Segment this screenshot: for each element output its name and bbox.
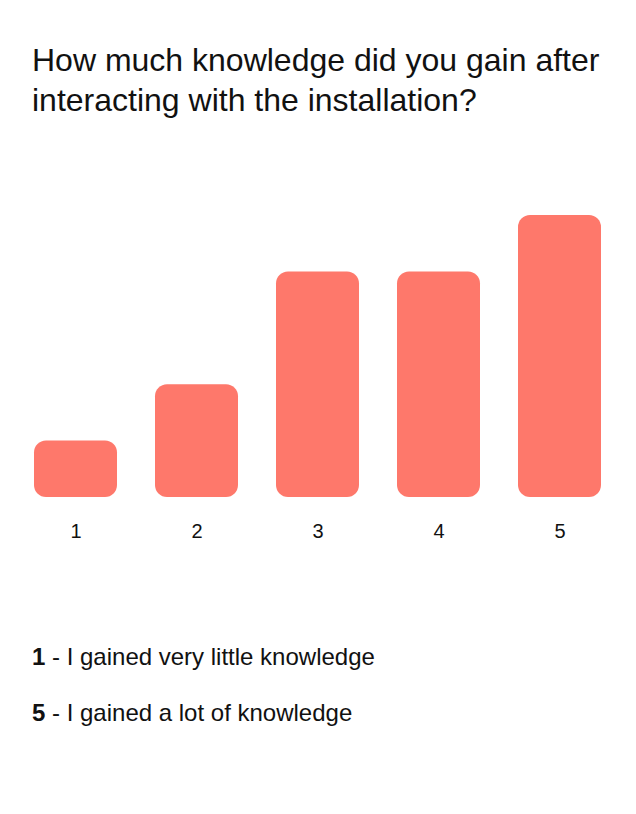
svg-text:1: 1 bbox=[70, 520, 81, 542]
html-text:1 - I gained very little knowl: 1 - I gained very little knowledge bbox=[32, 643, 375, 670]
svg-text:5: 5 bbox=[554, 520, 565, 542]
svg-text:3: 3 bbox=[312, 520, 323, 542]
html-text:5 - I gained a lot of knowledg: 5 - I gained a lot of knowledge bbox=[32, 699, 353, 726]
svg-text:4: 4 bbox=[433, 520, 444, 542]
svg-text:2: 2 bbox=[191, 520, 202, 542]
html-text:How much knowledge did you gai: How much knowledge did you gain after in… bbox=[32, 42, 600, 118]
